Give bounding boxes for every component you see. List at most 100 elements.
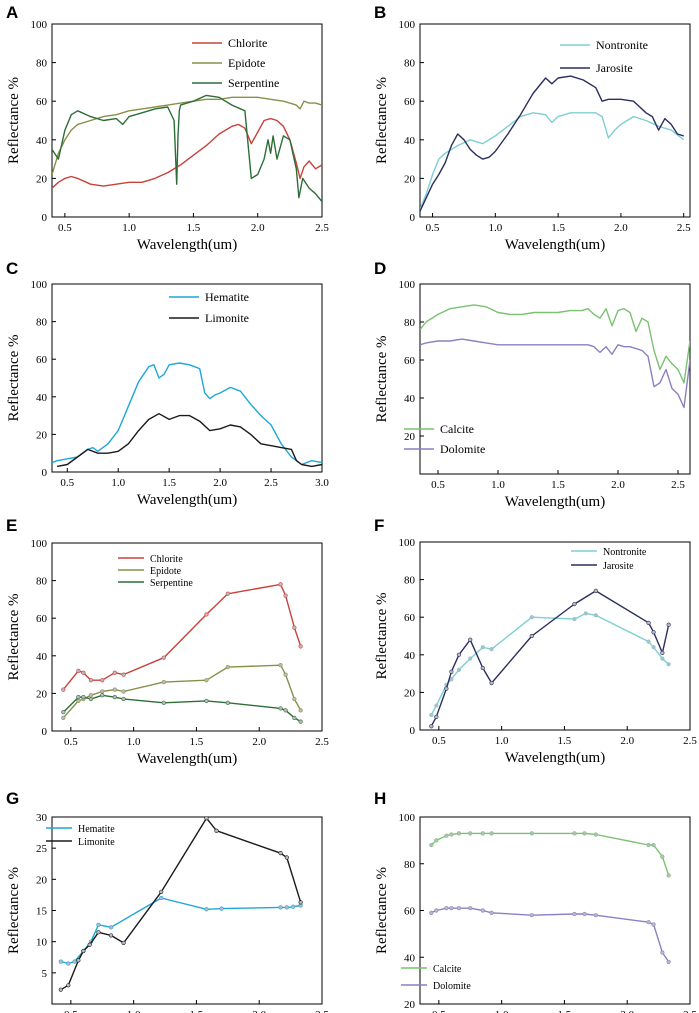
panel-e: E 0 20 40 60 80 100 0.5 1.0 1.5 2.0 2.5 Wavelength(u… bbox=[6, 516, 329, 767]
series-line-hematite bbox=[52, 362, 322, 466]
data-point-calcite bbox=[429, 842, 434, 848]
data-point-limonite bbox=[284, 855, 289, 860]
data-point-chlorite bbox=[292, 625, 297, 630]
x-tick-label: 3.0 bbox=[315, 477, 329, 489]
x-axis-label: Wavelength(um) bbox=[505, 750, 605, 766]
x-tick-label: 1.0 bbox=[111, 477, 125, 489]
plot-area bbox=[52, 94, 322, 203]
legend-label-limonite: Limonite bbox=[205, 311, 249, 325]
data-point-limonite bbox=[66, 983, 71, 988]
plot-area bbox=[52, 362, 322, 468]
data-point-limonite bbox=[76, 958, 81, 963]
x-axis-label: Wavelength(um) bbox=[137, 751, 237, 767]
data-point-chlorite bbox=[204, 612, 209, 617]
data-point-jarosite bbox=[468, 637, 473, 642]
data-point-jarosite bbox=[444, 686, 449, 691]
y-tick-label: 100 bbox=[399, 537, 416, 549]
x-axis-label: Wavelength(um) bbox=[505, 237, 605, 253]
data-point-calcite bbox=[666, 873, 671, 878]
data-point-epidote bbox=[283, 672, 288, 677]
data-point-chlorite bbox=[298, 644, 303, 649]
x-tick-label: 1.0 bbox=[491, 479, 505, 491]
y-tick-label: 25 bbox=[36, 843, 48, 855]
x-axis-label: Wavelength(um) bbox=[137, 237, 237, 253]
data-point-hematite bbox=[96, 922, 101, 927]
panel-label: B bbox=[374, 3, 386, 22]
data-point-nontronite bbox=[429, 712, 434, 718]
data-point-epidote bbox=[76, 698, 81, 704]
data-point-hematite bbox=[159, 895, 164, 901]
panel-b: B 0 20 40 60 80 100 0.5 1.0 1.5 2.0 2.5 Wavelength(u… bbox=[374, 3, 691, 253]
data-point-serpentine bbox=[225, 700, 230, 705]
legend-label-epidote: Epidote bbox=[228, 56, 265, 70]
y-tick-label: 0 bbox=[42, 212, 48, 224]
y-tick-label: 60 bbox=[404, 612, 416, 624]
data-point-nontronite bbox=[529, 615, 534, 620]
panel-label: C bbox=[6, 259, 18, 278]
y-axis-label: Reflectance % bbox=[6, 593, 22, 680]
data-point-dolomite bbox=[429, 910, 434, 915]
data-point-limonite bbox=[121, 940, 126, 946]
data-point-epidote bbox=[61, 715, 66, 720]
data-point-hematite bbox=[72, 959, 77, 964]
data-point-serpentine bbox=[204, 698, 209, 704]
data-point-epidote bbox=[204, 678, 209, 683]
data-point-calcite bbox=[572, 831, 577, 836]
data-point-dolomite bbox=[529, 913, 534, 918]
data-point-jarosite bbox=[572, 601, 577, 607]
plot-frame bbox=[51, 542, 323, 732]
data-point-calcite bbox=[444, 833, 449, 838]
panel-a: A 0 20 40 60 80 100 0.5 1.0 1.5 2.0 2.5 Wavelength(u… bbox=[6, 3, 329, 253]
data-point-nontronite bbox=[480, 645, 485, 650]
x-tick-label: 2.0 bbox=[252, 1009, 266, 1013]
data-point-dolomite bbox=[593, 913, 598, 918]
plot-frame bbox=[419, 541, 691, 731]
data-point-nontronite bbox=[583, 611, 588, 616]
data-point-dolomite bbox=[660, 950, 665, 955]
series-line-epidote bbox=[62, 664, 302, 719]
y-tick-label: 100 bbox=[399, 279, 416, 291]
data-point-serpentine bbox=[121, 696, 126, 702]
data-point-hematite bbox=[58, 959, 63, 964]
x-tick-label: 2.0 bbox=[614, 222, 628, 234]
y-tick-label: 20 bbox=[36, 874, 48, 886]
series-line-calcite bbox=[420, 304, 690, 384]
x-axis-label: Wavelength(um) bbox=[137, 492, 237, 508]
data-point-epidote bbox=[278, 663, 283, 668]
data-point-chlorite bbox=[161, 655, 166, 660]
y-tick-label: 60 bbox=[36, 613, 48, 625]
x-tick-label: 0.5 bbox=[64, 1009, 78, 1013]
data-point-dolomite bbox=[489, 910, 494, 915]
data-point-dolomite bbox=[572, 911, 577, 917]
data-point-limonite bbox=[58, 987, 63, 992]
plot-area bbox=[420, 304, 690, 409]
x-tick-label: 1.5 bbox=[187, 222, 201, 234]
x-tick-label: 0.5 bbox=[432, 735, 446, 747]
data-point-calcite bbox=[529, 831, 534, 836]
series-line-serpentine bbox=[62, 694, 302, 723]
data-point-nontronite bbox=[489, 647, 494, 652]
y-tick-label: 30 bbox=[36, 812, 48, 824]
plot-area bbox=[420, 75, 685, 212]
data-point-epidote bbox=[88, 693, 94, 698]
panel-label: H bbox=[374, 789, 386, 808]
data-point-serpentine bbox=[88, 696, 94, 702]
data-point-dolomite bbox=[444, 906, 449, 911]
y-tick-label: 5 bbox=[42, 968, 48, 980]
plot-area bbox=[429, 831, 671, 965]
x-tick-label: 2.5 bbox=[677, 222, 691, 234]
x-tick-label: 1.0 bbox=[127, 736, 141, 748]
y-tick-label: 40 bbox=[404, 952, 416, 964]
x-tick-label: 2.0 bbox=[611, 479, 625, 491]
data-point-jarosite bbox=[660, 650, 665, 656]
x-tick-label: 2.0 bbox=[252, 736, 266, 748]
y-tick-label: 20 bbox=[36, 688, 48, 700]
y-tick-label: 20 bbox=[404, 173, 416, 185]
x-tick-label: 2.0 bbox=[251, 222, 265, 234]
data-point-epidote bbox=[225, 664, 230, 670]
x-tick-label: 0.5 bbox=[58, 222, 72, 234]
y-tick-label: 20 bbox=[36, 173, 48, 185]
series-line-hematite bbox=[60, 897, 301, 965]
data-point-serpentine bbox=[61, 710, 66, 715]
series-line-dolomite bbox=[420, 338, 690, 409]
